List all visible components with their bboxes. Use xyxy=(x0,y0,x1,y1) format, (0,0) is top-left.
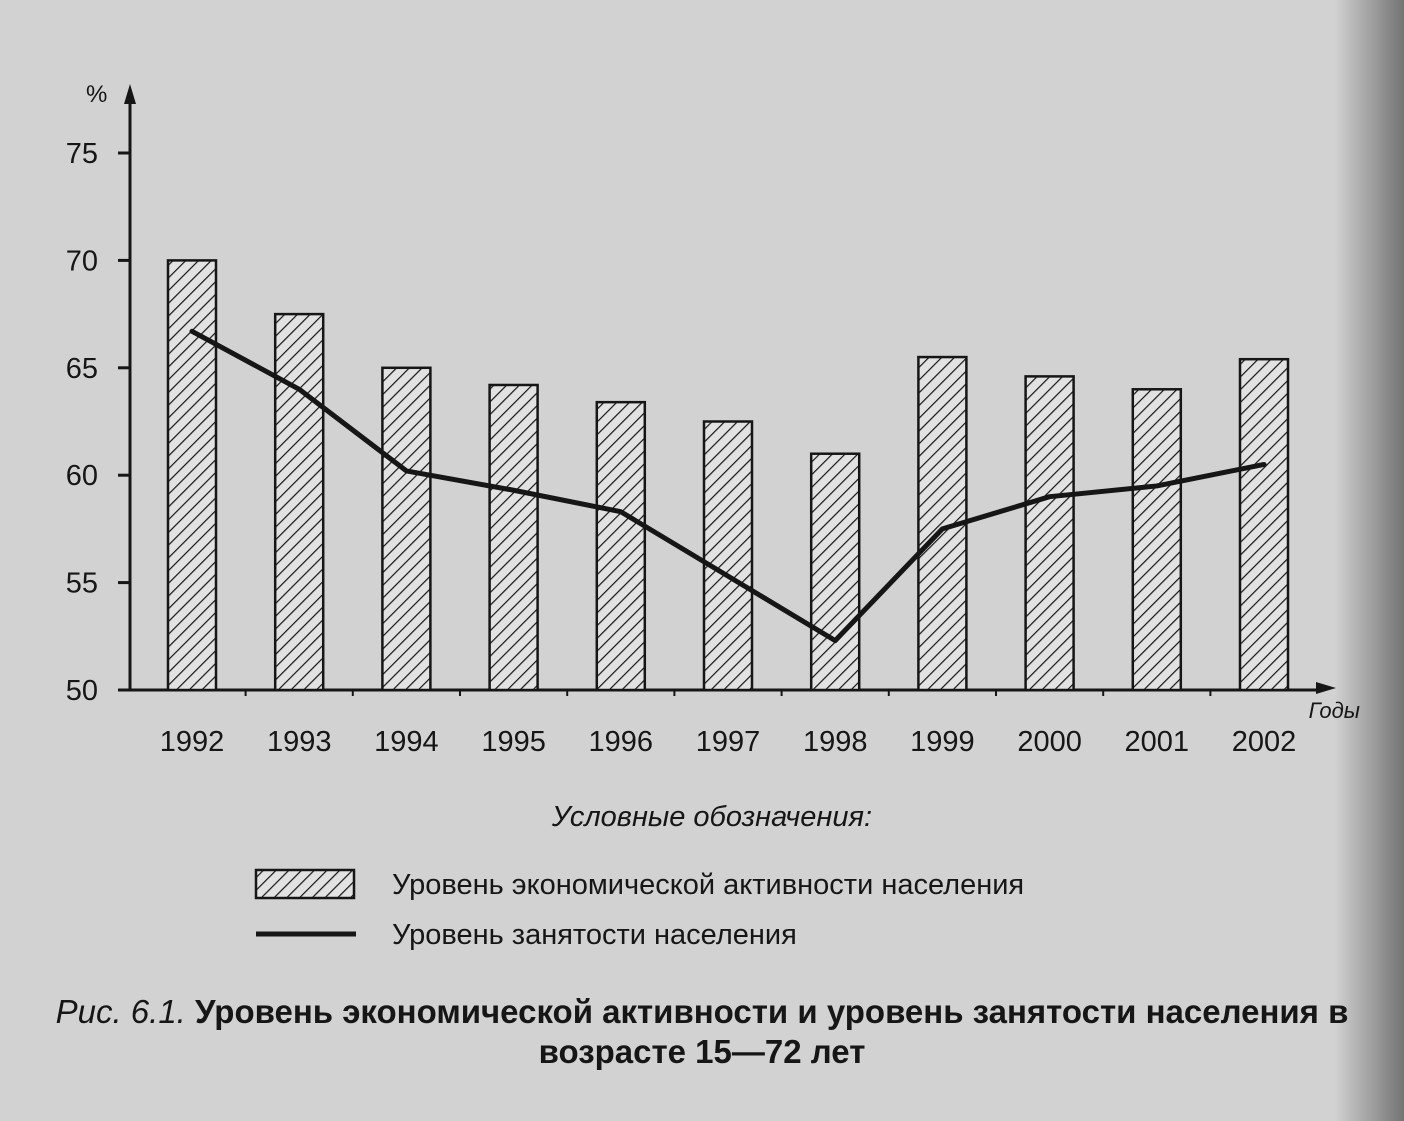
y-tick-label: 60 xyxy=(66,460,98,492)
bar-1994 xyxy=(381,366,432,692)
x-tick-label: 1996 xyxy=(589,726,654,758)
bar-2002 xyxy=(1238,357,1290,692)
y-unit-label: % xyxy=(86,81,107,108)
bar-2001 xyxy=(1131,388,1183,692)
bar-1993 xyxy=(273,312,325,692)
x-tick-label: 1994 xyxy=(374,726,439,758)
x-axis-arrow xyxy=(1316,682,1336,694)
y-tick-label: 75 xyxy=(66,138,98,170)
bar-1997 xyxy=(702,420,754,692)
legend-bar-label: Уровень экономической активности населен… xyxy=(392,869,1024,901)
page-edge-shadow xyxy=(1334,0,1404,1121)
bar-1998 xyxy=(809,452,861,692)
bar-2000 xyxy=(1024,375,1075,692)
x-tick-label: 1999 xyxy=(910,726,975,758)
bar-1995 xyxy=(488,383,539,692)
legend-heading: Условные обозначения: xyxy=(551,801,872,833)
x-tick-label: 1998 xyxy=(803,726,868,758)
y-axis-arrow xyxy=(124,84,136,104)
chart-svg: % Годы 50 55 60 65 70 75 1992 1993 1994 1995 1996… xyxy=(66,81,1360,951)
figure-number: Рис. 6.1. xyxy=(55,993,186,1030)
x-tick-label: 1992 xyxy=(160,726,225,758)
x-axis-label: Годы xyxy=(1309,698,1360,723)
x-tick-label: 1995 xyxy=(481,726,546,758)
figure-caption: Рис. 6.1. Уровень экономической активнос… xyxy=(0,992,1404,1072)
legend-line-label: Уровень занятости населения xyxy=(392,919,797,951)
x-tick-label: 1993 xyxy=(267,726,332,758)
figure-title: Уровень экономической активности и урове… xyxy=(195,993,1349,1070)
y-tick-label: 55 xyxy=(66,568,98,600)
x-tick-label: 1997 xyxy=(696,726,761,758)
bar-1996 xyxy=(595,400,647,692)
y-tick-label: 50 xyxy=(66,675,98,707)
legend-bar-swatch xyxy=(254,868,356,900)
x-tick-label: 2001 xyxy=(1125,726,1190,758)
x-tick-label: 2002 xyxy=(1232,726,1297,758)
x-tick-label: 2000 xyxy=(1017,726,1082,758)
y-tick-label: 70 xyxy=(66,245,98,277)
bar-1992 xyxy=(166,259,218,692)
y-tick-label: 65 xyxy=(66,353,98,385)
